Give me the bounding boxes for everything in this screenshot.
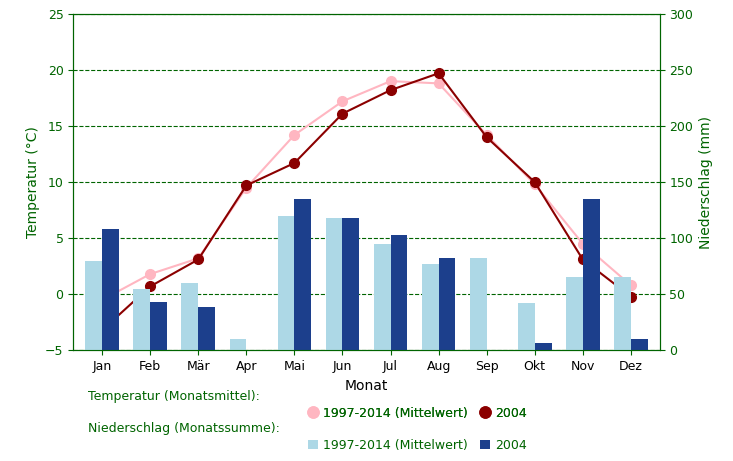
Text: Niederschlag (Monatssumme):: Niederschlag (Monatssumme): xyxy=(88,422,280,435)
Bar xyxy=(150,302,167,350)
Bar xyxy=(535,343,551,350)
Bar xyxy=(295,199,312,350)
Bar xyxy=(102,229,119,350)
Bar xyxy=(182,283,198,350)
Text: Temperatur (Monatsmittel):: Temperatur (Monatsmittel): xyxy=(88,390,259,403)
Y-axis label: Temperatur (°C): Temperatur (°C) xyxy=(26,126,40,238)
Bar xyxy=(391,235,408,350)
Bar xyxy=(518,303,535,350)
Bar xyxy=(374,244,391,350)
X-axis label: Monat: Monat xyxy=(345,378,388,393)
Legend: 1997-2014 (Mittelwert), 2004: 1997-2014 (Mittelwert), 2004 xyxy=(308,439,527,452)
Bar xyxy=(85,260,102,350)
Bar xyxy=(278,216,295,350)
Bar xyxy=(229,339,246,350)
Bar xyxy=(342,218,359,350)
Y-axis label: Niederschlag (mm): Niederschlag (mm) xyxy=(699,116,713,248)
Bar xyxy=(325,218,342,350)
Bar xyxy=(614,278,631,350)
Bar xyxy=(198,307,215,350)
Legend: 1997-2014 (Mittelwert), 2004: 1997-2014 (Mittelwert), 2004 xyxy=(308,407,527,420)
Bar xyxy=(631,339,648,350)
Bar xyxy=(583,199,600,350)
Bar xyxy=(470,258,487,350)
Bar xyxy=(133,289,150,350)
Bar xyxy=(438,258,455,350)
Bar xyxy=(566,278,583,350)
Bar xyxy=(421,264,438,350)
